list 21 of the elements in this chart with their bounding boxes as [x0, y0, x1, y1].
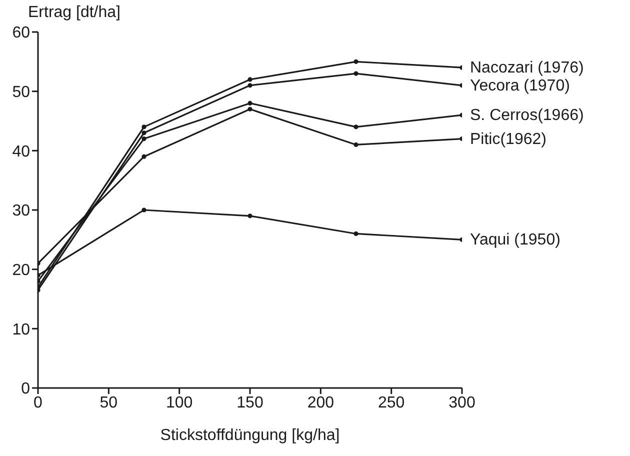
series-label: Nacozari (1976) [470, 60, 584, 77]
y-tick-label: 0 [21, 380, 30, 398]
x-axis-title: Stickstoffdüngung [kg/ha] [160, 427, 340, 444]
x-tick-label: 0 [34, 394, 43, 412]
y-tick-label: 30 [12, 202, 30, 220]
x-tick-label: 50 [100, 394, 118, 412]
y-axis-title: Ertrag [dt/ha] [28, 4, 120, 22]
y-tick-label: 10 [12, 321, 30, 338]
y-tick-label: 60 [12, 24, 30, 42]
series-label: Yecora (1970) [470, 77, 570, 94]
x-tick-label: 250 [378, 394, 405, 412]
series-label: Pitic(1962) [470, 130, 546, 148]
x-tick-label: 150 [236, 394, 264, 412]
series-label: S. Cerros(1966) [470, 107, 584, 124]
x-tick-label: 100 [166, 394, 193, 412]
y-tick-label: 50 [12, 84, 30, 102]
series-label: Yaqui (1950) [470, 232, 560, 249]
x-tick-label: 200 [307, 394, 334, 412]
y-tick-label: 20 [12, 262, 30, 280]
x-tick-label: 300 [448, 394, 476, 412]
y-tick-label: 40 [12, 143, 30, 160]
